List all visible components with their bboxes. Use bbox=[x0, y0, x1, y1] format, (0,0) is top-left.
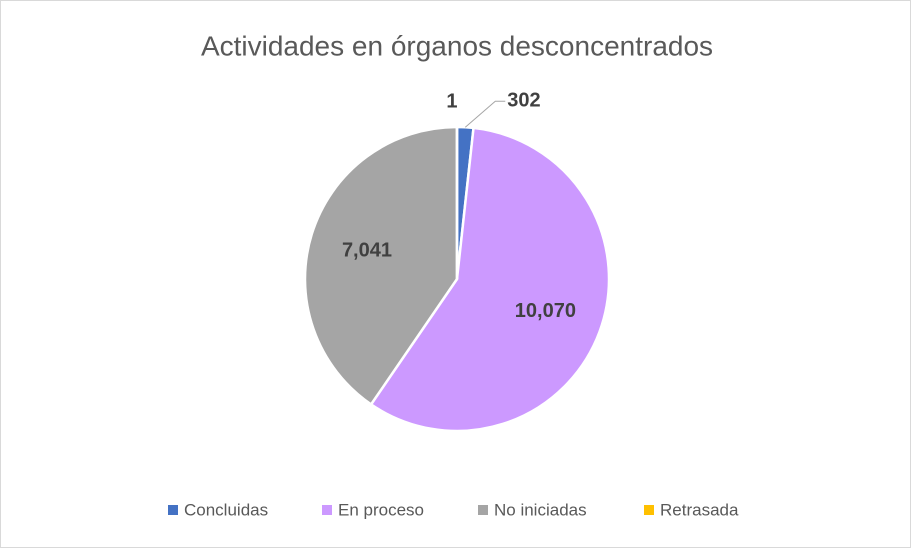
legend-label: No iniciadas bbox=[494, 500, 587, 519]
chart-title: Actividades en órganos desconcentrados bbox=[201, 30, 713, 61]
legend-swatch bbox=[478, 505, 488, 515]
legend-swatch bbox=[168, 505, 178, 515]
legend-label: Concluidas bbox=[184, 500, 268, 519]
data-label: 302 bbox=[507, 90, 540, 112]
pie-slice bbox=[369, 126, 611, 433]
leader-line bbox=[464, 100, 506, 128]
legend-label: Retrasada bbox=[660, 500, 739, 519]
pie-slice bbox=[303, 125, 459, 407]
legend-swatch bbox=[322, 505, 332, 515]
legend-label: En proceso bbox=[338, 500, 424, 519]
data-label: 1 bbox=[446, 90, 457, 112]
data-label: 7,041 bbox=[342, 239, 392, 261]
legend-swatch bbox=[644, 505, 654, 515]
data-label: 10,070 bbox=[515, 300, 576, 322]
